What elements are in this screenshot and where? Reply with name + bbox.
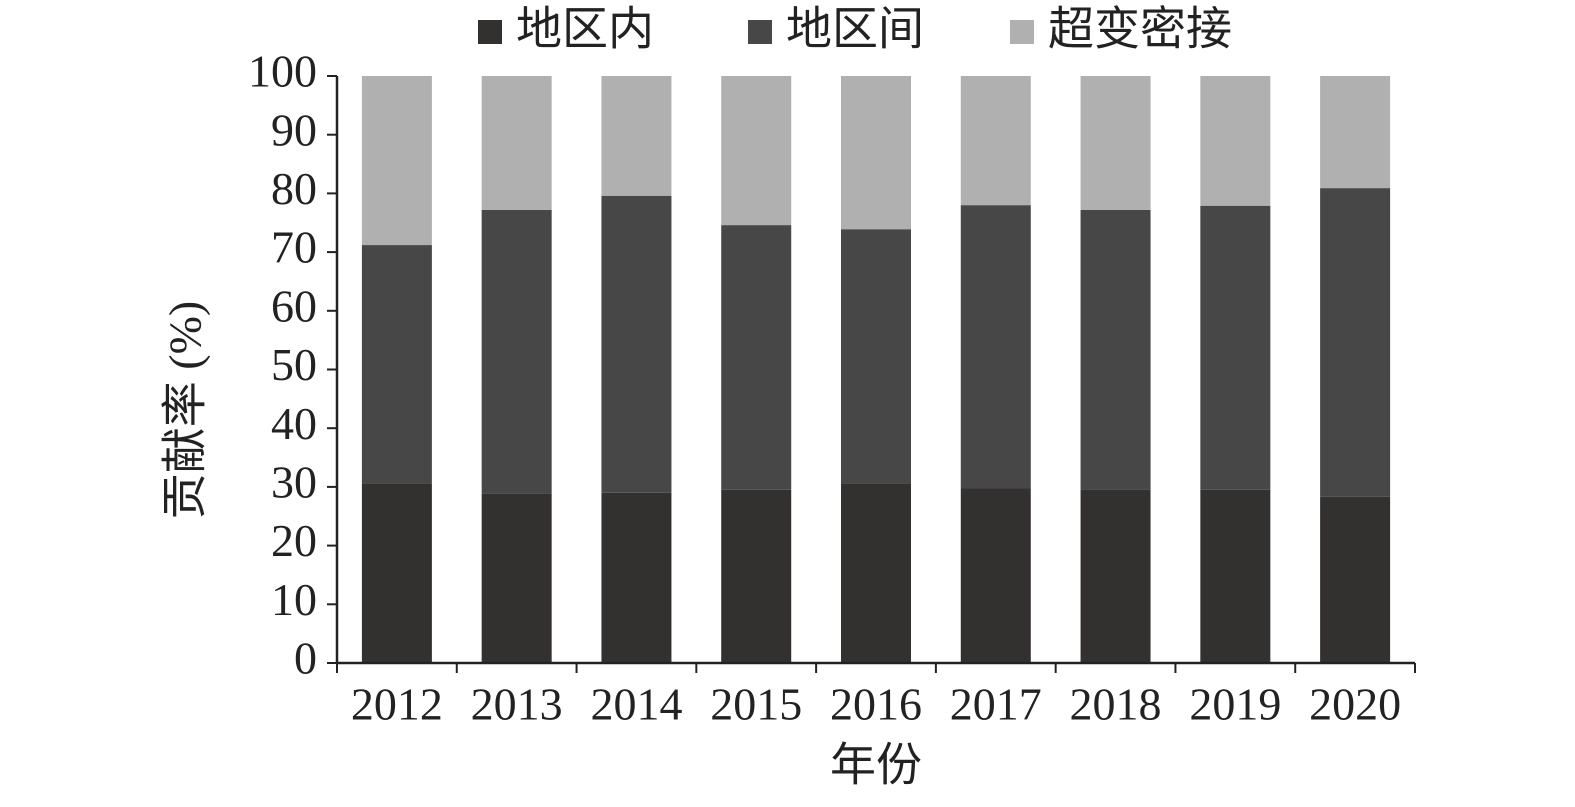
bar-segment bbox=[721, 76, 792, 226]
y-tick-label: 50 bbox=[271, 339, 317, 390]
y-tick-label: 40 bbox=[271, 398, 317, 449]
legend-swatch bbox=[478, 20, 502, 44]
legend-swatch bbox=[748, 20, 772, 44]
bar-segment bbox=[960, 488, 1031, 663]
bar-segment bbox=[1080, 209, 1151, 490]
bar-segment bbox=[1080, 489, 1151, 663]
legend-label: 地区间 bbox=[786, 4, 924, 55]
y-tick-label: 10 bbox=[271, 574, 317, 625]
legend-label: 地区内 bbox=[516, 4, 654, 55]
bar-segment bbox=[481, 493, 552, 663]
bar-segment bbox=[601, 76, 672, 196]
bar-segment bbox=[1320, 188, 1391, 497]
bar-segment bbox=[1080, 76, 1151, 210]
bar-segment bbox=[361, 483, 432, 663]
bar-segment bbox=[361, 245, 432, 484]
y-tick-label: 100 bbox=[248, 46, 317, 97]
bar-segment bbox=[481, 209, 552, 494]
y-tick-label: 20 bbox=[271, 515, 317, 566]
bar-segment bbox=[601, 195, 672, 493]
bar-segment bbox=[1320, 496, 1391, 663]
y-tick-label: 30 bbox=[271, 456, 317, 507]
y-tick-label: 80 bbox=[271, 163, 317, 214]
bar-segment bbox=[721, 225, 792, 490]
legend-swatch bbox=[1010, 20, 1034, 44]
bar-segment bbox=[841, 483, 911, 663]
bar-segment bbox=[841, 229, 911, 484]
bar-segment bbox=[601, 492, 672, 663]
bar-segment bbox=[1200, 205, 1271, 490]
bar-segment bbox=[1320, 76, 1391, 189]
x-tick-label: 2014 bbox=[590, 679, 682, 730]
bar-segment bbox=[1200, 489, 1271, 663]
y-tick-label: 70 bbox=[271, 222, 317, 273]
bar-segment bbox=[481, 76, 552, 210]
bar-segment bbox=[721, 489, 792, 663]
x-tick-label: 2017 bbox=[950, 679, 1042, 730]
x-axis-label: 年份 bbox=[830, 740, 922, 791]
bar-segment bbox=[960, 205, 1031, 489]
x-tick-label: 2015 bbox=[710, 679, 802, 730]
legend-label: 超变密接 bbox=[1048, 4, 1232, 55]
bar-segment bbox=[361, 76, 432, 246]
x-tick-label: 2013 bbox=[471, 679, 563, 730]
bar-segment bbox=[960, 76, 1031, 206]
y-tick-label: 60 bbox=[271, 280, 317, 331]
bar-segment bbox=[841, 76, 911, 230]
x-tick-label: 2019 bbox=[1189, 679, 1281, 730]
y-tick-label: 90 bbox=[271, 104, 317, 155]
x-tick-label: 2020 bbox=[1309, 679, 1401, 730]
y-tick-label: 0 bbox=[294, 633, 317, 684]
bar-segment bbox=[1200, 76, 1271, 206]
x-tick-label: 2018 bbox=[1070, 679, 1162, 730]
y-axis-label: 贡献率 (%) bbox=[160, 301, 211, 519]
x-tick-label: 2016 bbox=[830, 679, 922, 730]
x-tick-label: 2012 bbox=[351, 679, 443, 730]
